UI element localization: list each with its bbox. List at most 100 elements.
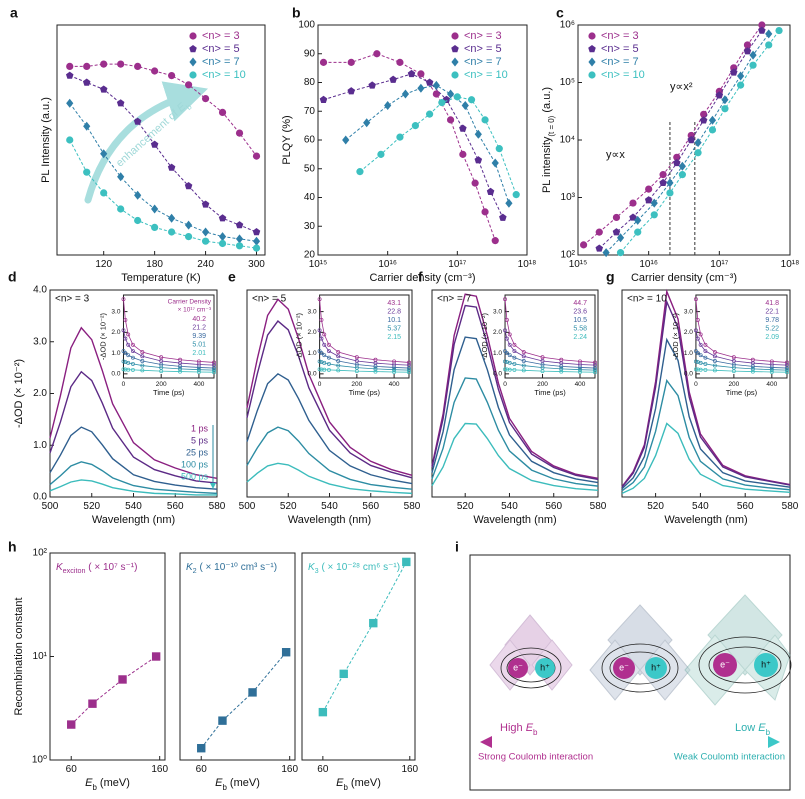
inset-marker xyxy=(121,359,126,364)
inset-marker xyxy=(336,363,341,368)
marker xyxy=(775,26,783,35)
marker xyxy=(396,133,404,141)
marker xyxy=(505,198,513,208)
marker xyxy=(184,81,193,89)
marker xyxy=(699,116,708,124)
marker xyxy=(650,211,658,219)
marker xyxy=(629,199,637,207)
x-tick-label: 10¹⁶ xyxy=(378,259,397,270)
y-tick-label: 10¹ xyxy=(33,651,48,662)
inset-marker xyxy=(407,370,411,375)
x-axis-label: Wavelength (nm) xyxy=(664,514,747,526)
inset-marker xyxy=(693,367,698,372)
marker xyxy=(66,62,74,70)
marker xyxy=(100,60,108,68)
hole-label: h⁺ xyxy=(651,662,661,672)
inset-marker xyxy=(750,364,755,369)
marker xyxy=(634,215,642,225)
marker xyxy=(687,136,695,144)
inset-marker xyxy=(336,368,341,373)
y-axis-label-part: (t = 0) xyxy=(547,115,556,136)
inset-marker xyxy=(507,342,512,347)
marker xyxy=(88,699,97,708)
marker xyxy=(168,72,176,80)
inset-marker xyxy=(126,342,131,347)
marker xyxy=(83,121,91,131)
marker xyxy=(83,168,91,176)
inset-legend-label: 10.5 xyxy=(573,317,587,324)
y-tick-label: 10⁵ xyxy=(560,77,575,88)
series-line xyxy=(49,370,218,484)
marker xyxy=(384,101,392,110)
marker xyxy=(134,190,142,200)
marker xyxy=(765,29,773,39)
x-tick-label: 580 xyxy=(782,501,799,512)
marker xyxy=(426,110,434,118)
plot-frame xyxy=(122,294,215,379)
inset-legend-label: 9.78 xyxy=(765,317,779,324)
legend-label: <n> = 3 xyxy=(202,30,240,42)
marker xyxy=(252,236,261,246)
marker xyxy=(402,557,411,567)
inset-marker xyxy=(130,367,135,372)
x-tick-label: 400 xyxy=(766,381,777,388)
label-part: b xyxy=(533,728,538,737)
marker xyxy=(700,110,708,118)
inset-marker xyxy=(712,359,717,363)
marker xyxy=(595,228,603,236)
inset-legend-label: 2.24 xyxy=(573,334,587,341)
marker xyxy=(459,150,467,158)
panel-title: K3 ( × 10⁻²⁸ cm⁶ s⁻¹) xyxy=(308,562,400,576)
series-line xyxy=(69,75,257,233)
marker xyxy=(218,239,227,248)
marker xyxy=(461,101,469,110)
y-tick-label: 80 xyxy=(304,77,316,88)
marker xyxy=(743,47,752,55)
panel-label: d xyxy=(8,269,17,285)
marker xyxy=(66,136,74,144)
x-tick-label: 10¹⁸ xyxy=(518,259,537,270)
label-part: E xyxy=(758,722,766,734)
marker xyxy=(749,50,757,60)
inset-marker xyxy=(322,360,327,365)
marker xyxy=(347,58,355,66)
marker xyxy=(491,158,499,168)
inset-marker xyxy=(317,359,322,364)
inset-marker xyxy=(693,328,698,333)
inset-marker xyxy=(126,360,131,365)
inset-marker xyxy=(593,360,597,365)
x-tick-label: 520 xyxy=(647,501,664,512)
panel-title: K2 ( × 10⁻¹⁰ cm³ s⁻¹) xyxy=(186,562,277,576)
y-tick-label: 2.0 xyxy=(493,329,502,336)
marker xyxy=(65,71,74,79)
plot-frame xyxy=(56,24,266,256)
marker xyxy=(721,95,729,105)
label-part: b xyxy=(766,728,771,737)
inset-legend-label: 23.6 xyxy=(573,308,587,315)
inset-marker xyxy=(512,361,517,366)
inset-marker xyxy=(698,360,703,365)
x-tick-label: 500 xyxy=(239,501,256,512)
inset-marker xyxy=(695,351,700,356)
inset-marker xyxy=(140,350,145,355)
panel-label: h xyxy=(8,539,17,555)
series-line xyxy=(620,30,780,253)
marker xyxy=(659,171,667,179)
inset-marker xyxy=(703,367,708,372)
y-axis-label: -ΔOD (× 10⁻²) xyxy=(13,359,25,428)
marker xyxy=(252,152,261,160)
x-axis-label: Temperature (K) xyxy=(121,272,200,284)
marker xyxy=(368,81,376,89)
marker xyxy=(634,228,642,236)
x-tick-label: 540 xyxy=(692,501,709,512)
inset-marker xyxy=(196,365,201,370)
x-axis-label: Carrier density (cm⁻³) xyxy=(369,272,475,284)
x-axis-label-part: b xyxy=(343,783,348,792)
x-tick-label: 200 xyxy=(351,381,362,388)
marker xyxy=(708,115,717,125)
hole xyxy=(535,658,555,678)
y-tick-label: 90 xyxy=(304,48,316,59)
panel-label: a xyxy=(10,5,18,21)
inset-marker xyxy=(373,369,378,374)
